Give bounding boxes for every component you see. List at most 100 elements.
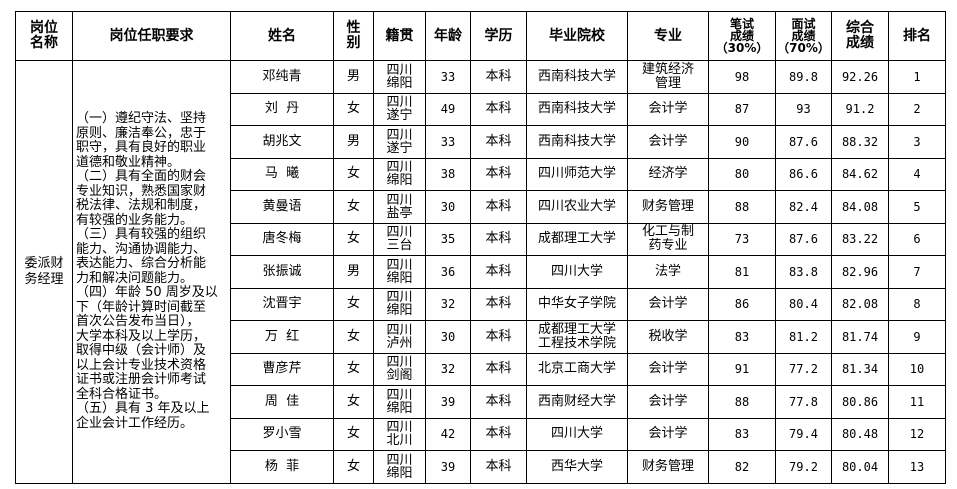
candidate-results-table: 岗位 名称 岗位任职要求 姓名 性 别 籍贯 年龄 学历 毕业院校 专业 笔试 … [15, 11, 946, 484]
age-cell: 38 [425, 157, 471, 191]
written-score-cell: 83 [708, 320, 776, 354]
written-score-cell: 98 [708, 60, 776, 94]
header-written-score: 笔试 成绩 （30%） [708, 11, 776, 61]
rank-cell: 6 [888, 222, 946, 256]
total-score-cell: 92.26 [831, 60, 889, 94]
education-cell: 本科 [470, 255, 527, 289]
rank-cell: 10 [888, 352, 946, 386]
interview-score-cell: 77.8 [775, 385, 832, 419]
age-cell: 33 [425, 125, 471, 159]
gender-cell: 女 [333, 450, 374, 484]
table-row: 万 红女四川 泸州 30 本科 成都理工大学 工程技术学院 税收学 83 81.2 81.74… [16, 320, 946, 354]
interview-score-cell: 82.4 [775, 190, 832, 224]
total-score-cell: 82.96 [831, 255, 889, 289]
age-cell: 42 [425, 417, 471, 451]
total-score-cell: 82.08 [831, 287, 889, 321]
written-score-cell: 91 [708, 352, 776, 386]
candidate-name-cell: 唐冬梅 [230, 222, 334, 256]
school-cell: 西南科技大学 [526, 92, 628, 126]
native-place-cell: 四川 剑阁 [373, 352, 426, 386]
header-position: 岗位 名称 [15, 11, 73, 61]
age-cell: 32 [425, 352, 471, 386]
table-row: 黄曼语女四川 盐亭 30 本科 四川农业大学 财务管理 88 82.4 84.08 5 [16, 190, 946, 224]
header-native-place: 籍贯 [373, 11, 426, 61]
school-cell: 成都理工大学 工程技术学院 [526, 320, 628, 354]
school-cell: 西华大学 [526, 450, 628, 484]
age-cell: 30 [425, 190, 471, 224]
interview-score-cell: 87.6 [775, 222, 832, 256]
native-place-cell: 四川 遂宁 [373, 125, 426, 159]
rank-cell: 12 [888, 417, 946, 451]
major-cell: 法学 [627, 255, 709, 289]
written-score-cell: 87 [708, 92, 776, 126]
age-cell: 36 [425, 255, 471, 289]
total-score-cell: 80.86 [831, 385, 889, 419]
total-score-cell: 91.2 [831, 92, 889, 126]
native-place-cell: 四川 绵阳 [373, 255, 426, 289]
school-cell: 四川农业大学 [526, 190, 628, 224]
education-cell: 本科 [470, 157, 527, 191]
written-score-cell: 90 [708, 125, 776, 159]
interview-score-cell: 89.8 [775, 60, 832, 94]
major-cell: 会计学 [627, 385, 709, 419]
gender-cell: 男 [333, 60, 374, 94]
school-cell: 北京工商大学 [526, 352, 628, 386]
education-cell: 本科 [470, 385, 527, 419]
interview-score-cell: 79.4 [775, 417, 832, 451]
total-score-cell: 81.34 [831, 352, 889, 386]
native-place-cell: 四川 泸州 [373, 320, 426, 354]
rank-cell: 5 [888, 190, 946, 224]
candidate-name-cell: 张振诚 [230, 255, 334, 289]
written-score-cell: 88 [708, 385, 776, 419]
total-score-cell: 80.04 [831, 450, 889, 484]
age-cell: 49 [425, 92, 471, 126]
total-score-cell: 84.62 [831, 157, 889, 191]
education-cell: 本科 [470, 352, 527, 386]
written-score-cell: 81 [708, 255, 776, 289]
major-cell: 会计学 [627, 417, 709, 451]
rank-cell: 9 [888, 320, 946, 354]
total-score-cell: 84.08 [831, 190, 889, 224]
table-row: 唐冬梅女四川 三台 35 本科 成都理工大学 化工与制 药专业 73 87.6 83.22 6 [16, 222, 946, 256]
gender-cell: 女 [333, 352, 374, 386]
candidate-name-cell: 沈晋宇 [230, 287, 334, 321]
candidate-name-cell: 罗小雪 [230, 417, 334, 451]
gender-cell: 男 [333, 125, 374, 159]
rank-cell: 3 [888, 125, 946, 159]
native-place-cell: 四川 遂宁 [373, 92, 426, 126]
candidate-name-cell: 曹彦芹 [230, 352, 334, 386]
rank-cell: 2 [888, 92, 946, 126]
education-cell: 本科 [470, 287, 527, 321]
school-cell: 四川大学 [526, 255, 628, 289]
interview-score-cell: 86.6 [775, 157, 832, 191]
rank-cell: 8 [888, 287, 946, 321]
gender-cell: 女 [333, 222, 374, 256]
candidate-name-cell: 马 曦 [230, 157, 334, 191]
education-cell: 本科 [470, 222, 527, 256]
major-cell: 经济学 [627, 157, 709, 191]
school-cell: 四川大学 [526, 417, 628, 451]
written-score-cell: 88 [708, 190, 776, 224]
table-row: 周 佳女四川 绵阳 39 本科 西南财经大学 会计学 88 77.8 80.86 11 [16, 385, 946, 419]
native-place-cell: 四川 绵阳 [373, 385, 426, 419]
total-score-cell: 81.74 [831, 320, 889, 354]
gender-cell: 女 [333, 157, 374, 191]
written-score-cell: 73 [708, 222, 776, 256]
education-cell: 本科 [470, 320, 527, 354]
candidate-name-cell: 刘 丹 [230, 92, 334, 126]
written-score-cell: 82 [708, 450, 776, 484]
interview-score-cell: 80.4 [775, 287, 832, 321]
total-score-cell: 88.32 [831, 125, 889, 159]
rank-cell: 4 [888, 157, 946, 191]
age-cell: 30 [425, 320, 471, 354]
education-cell: 本科 [470, 125, 527, 159]
written-score-cell: 80 [708, 157, 776, 191]
candidate-name-cell: 邓纯青 [230, 60, 334, 94]
age-cell: 39 [425, 450, 471, 484]
table-row: 罗小雪女四川 北川 42 本科 四川大学 会计学 83 79.4 80.48 12 [16, 417, 946, 451]
school-cell: 中华女子学院 [526, 287, 628, 321]
gender-cell: 女 [333, 417, 374, 451]
rank-cell: 7 [888, 255, 946, 289]
interview-score-cell: 77.2 [775, 352, 832, 386]
total-score-cell: 83.22 [831, 222, 889, 256]
